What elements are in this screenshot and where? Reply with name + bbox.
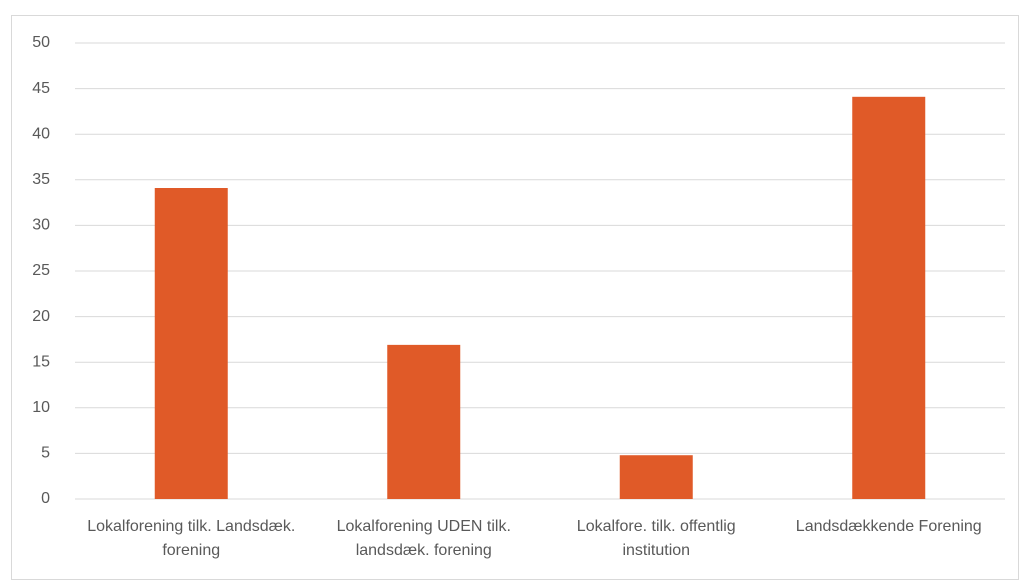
y-tick-label: 30 xyxy=(32,217,50,234)
y-tick-label: 35 xyxy=(32,171,50,188)
y-tick-label: 5 xyxy=(41,445,50,462)
chart-frame xyxy=(11,15,1019,580)
bar xyxy=(387,344,461,499)
x-tick-label: Landsdækkende Forening xyxy=(795,518,982,535)
bar xyxy=(154,188,228,499)
bar xyxy=(619,455,693,499)
y-tick-label: 10 xyxy=(32,399,50,416)
bar xyxy=(852,96,926,500)
y-tick-label: 15 xyxy=(32,353,50,370)
y-tick-label: 45 xyxy=(32,80,50,97)
y-tick-label: 40 xyxy=(32,125,50,142)
y-tick-label: 0 xyxy=(41,490,50,507)
y-tick-label: 20 xyxy=(32,308,50,325)
y-tick-label: 50 xyxy=(32,34,50,51)
y-tick-label: 25 xyxy=(32,262,50,279)
x-tick-label: Lokalfore. tilk. offentlig institution xyxy=(576,518,736,559)
x-tick-label: Lokalforening tilk. Landsdæk. forening xyxy=(87,518,296,559)
x-tick-label: Lokalforening UDEN tilk. landsdæk. foren… xyxy=(336,518,511,559)
